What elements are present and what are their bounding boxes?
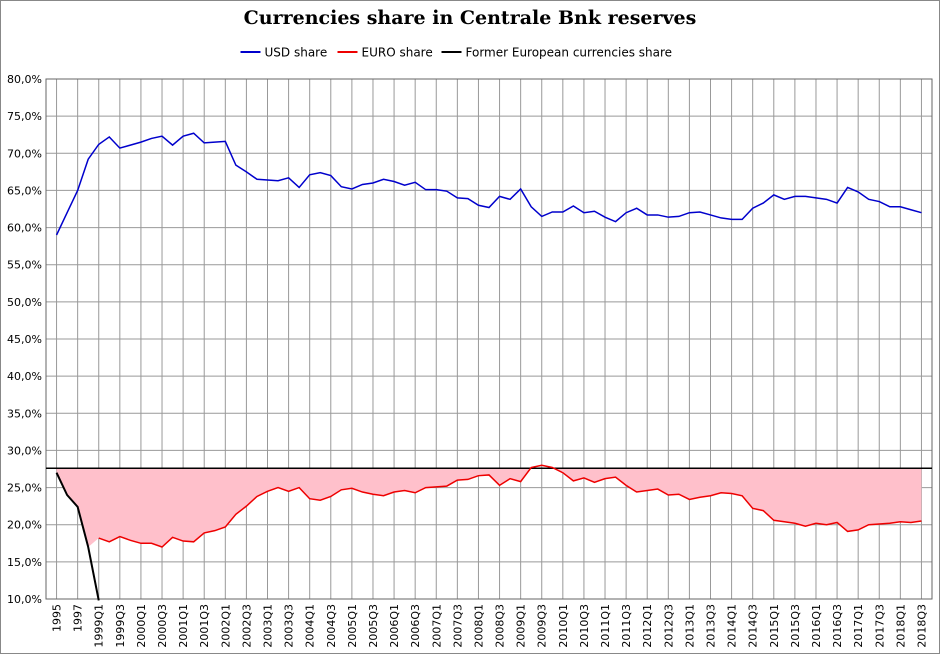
x-tick-label: 1999Q3 [114, 604, 127, 648]
y-tick-label: 45,0% [7, 333, 42, 346]
x-tick-label: 1997 [72, 604, 85, 632]
y-tick-label: 40,0% [7, 370, 42, 383]
y-tick-label: 70,0% [7, 147, 42, 160]
x-tick-label: 2001Q3 [198, 604, 211, 648]
x-tick-label: 1995 [51, 604, 64, 632]
x-tick-label: 2013Q3 [705, 604, 718, 648]
x-tick-label: 2006Q1 [388, 604, 401, 648]
x-tick-label: 2012Q3 [662, 604, 675, 648]
y-tick-label: 75,0% [7, 110, 42, 123]
x-tick-label: 2008Q3 [494, 604, 507, 648]
x-tick-label: 2009Q3 [536, 604, 549, 648]
x-tick-label: 2006Q3 [409, 604, 422, 648]
x-tick-label: 2018Q1 [894, 604, 907, 648]
y-tick-label: 80,0% [7, 73, 42, 86]
x-tick-label: 2016Q1 [810, 604, 823, 648]
x-tick-label: 2018Q3 [915, 604, 928, 648]
legend-label: USD share [265, 46, 328, 60]
area-fill [56, 468, 922, 547]
x-tick-label: 2004Q1 [304, 604, 317, 648]
x-tick-label: 2007Q1 [430, 604, 443, 648]
x-tick-label: 2005Q1 [346, 604, 359, 648]
x-tick-label: 2015Q3 [789, 604, 802, 648]
x-tick-label: 2017Q1 [852, 604, 865, 648]
x-tick-label: 2005Q3 [367, 604, 380, 648]
y-tick-label: 65,0% [7, 184, 42, 197]
x-tick-label: 2003Q1 [262, 604, 275, 648]
x-tick-label: 2002Q3 [240, 604, 253, 648]
series-line [98, 464, 922, 548]
y-tick-label: 15,0% [7, 556, 42, 569]
series-line [55, 132, 922, 236]
x-tick-label: 2011Q1 [599, 604, 612, 648]
y-tick-label: 25,0% [7, 482, 42, 495]
x-tick-label: 2015Q1 [768, 604, 781, 648]
x-tick-label: 2011Q3 [620, 604, 633, 648]
x-tick-label: 2007Q3 [451, 604, 464, 648]
y-tick-label: 35,0% [7, 407, 42, 420]
y-tick-label: 20,0% [7, 519, 42, 532]
chart-title: Currencies share in Centrale Bnk reserve… [244, 7, 697, 29]
legend-label: Former European currencies share [466, 46, 673, 60]
plot-border [45, 78, 933, 600]
x-tick-label: 2017Q3 [873, 604, 886, 648]
x-tick-label: 2014Q3 [747, 604, 760, 648]
x-tick-label: 2001Q1 [177, 604, 190, 648]
x-tick-label: 2009Q1 [515, 604, 528, 648]
x-tick-label: 2000Q1 [135, 604, 148, 648]
y-tick-label: 60,0% [7, 222, 42, 235]
series-line [55, 472, 100, 601]
legend-label: EURO share [362, 46, 433, 60]
x-tick-label: 2014Q1 [726, 604, 739, 648]
x-tick-label: 2012Q1 [641, 604, 654, 648]
x-tick-label: 2013Q1 [683, 604, 696, 648]
x-tick-label: 1999Q1 [93, 604, 106, 648]
y-tick-label: 10,0% [7, 593, 42, 606]
y-tick-label: 55,0% [7, 259, 42, 272]
x-tick-label: 2010Q1 [557, 604, 570, 648]
x-tick-label: 2000Q3 [156, 604, 169, 648]
x-tick-label: 2008Q1 [472, 604, 485, 648]
x-tick-label: 2004Q3 [325, 604, 338, 648]
x-tick-label: 2010Q3 [578, 604, 591, 648]
x-tick-label: 2002Q1 [219, 604, 232, 648]
x-tick-label: 2003Q3 [283, 604, 296, 648]
y-tick-label: 50,0% [7, 296, 42, 309]
y-tick-label: 30,0% [7, 444, 42, 457]
x-tick-label: 2016Q3 [831, 604, 844, 648]
